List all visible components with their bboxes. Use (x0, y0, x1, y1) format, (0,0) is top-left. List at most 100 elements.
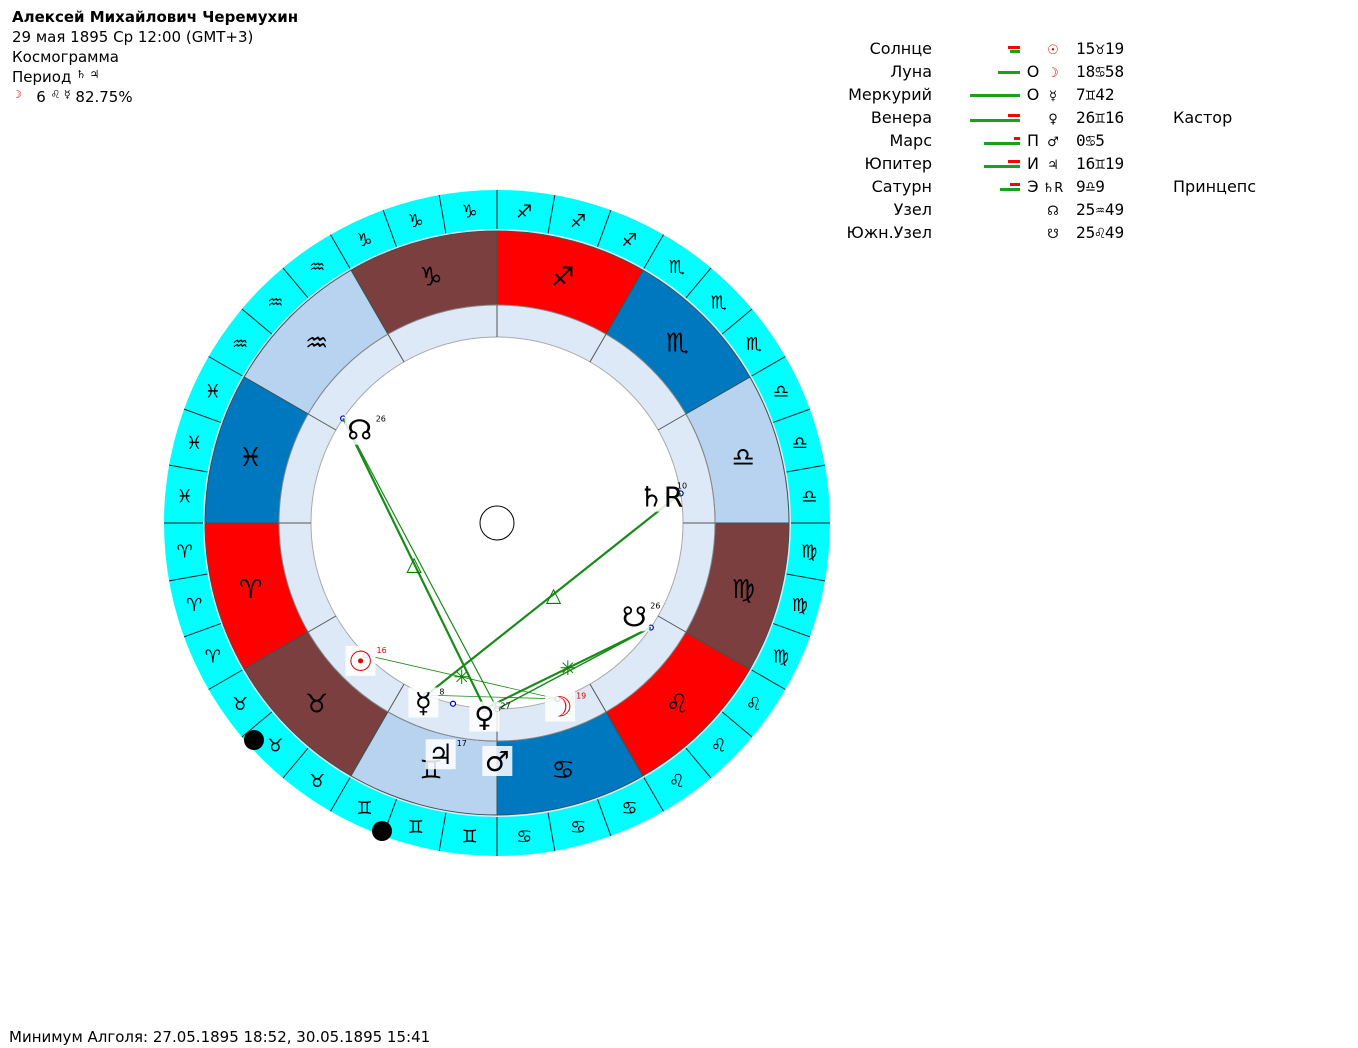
planet-position: 9♎9 (1076, 177, 1105, 196)
planet-glyph-bg (425, 739, 456, 770)
decan-divider (208, 356, 243, 377)
green-bar (998, 71, 1020, 74)
red-bar (1008, 46, 1020, 49)
planet-strength-bars (970, 85, 1020, 108)
inner-divider (657, 413, 687, 431)
planet-strength-bars (970, 108, 1020, 131)
decan-divider (786, 573, 826, 582)
sign-glyph-icon: ♉ (305, 689, 328, 719)
decan-divider (597, 209, 612, 247)
planet-symbol-icon: ♃ (1047, 158, 1059, 173)
inner-divider (657, 615, 687, 633)
decan-divider (547, 812, 556, 852)
algol-dot (244, 730, 264, 750)
decan-glyph-icon: ♓ (186, 433, 202, 454)
red-bar (1014, 137, 1020, 140)
decan-divider (751, 356, 786, 377)
sign-glyph-icon: ♎ (732, 443, 755, 473)
decan-glyph-icon: ♑ (462, 202, 478, 223)
decan-glyph-icon: ♈ (177, 541, 193, 562)
planet-row: Южн.Узел ☋ 25♌49 (830, 223, 1300, 246)
fixed-star-name: Принцепс (1173, 177, 1257, 196)
decan-divider (241, 308, 273, 335)
moon-percent: 82.75% (75, 88, 133, 106)
planet-position: 25♒49 (1076, 200, 1125, 219)
decan-glyph-icon: ♎ (773, 382, 789, 403)
planet-table: Солнце ☉ 15♉19 Луна O ☽ 18♋58 Меркурий O ☿ 7♊42 Вен… (830, 39, 1300, 246)
inner-divider (307, 615, 337, 633)
planet-row: Узел ☊ 25♒49 (830, 200, 1300, 223)
planet-name: Юпитер (864, 154, 932, 173)
center-circle (479, 505, 515, 541)
planet-degree-label: 26 (650, 601, 660, 610)
decan-divider (643, 234, 664, 269)
planet-degree-label: 26 (376, 415, 386, 424)
decan-divider (282, 267, 309, 299)
aspect-line (426, 694, 558, 700)
decan-divider (183, 408, 221, 423)
planet-name: Южн.Узел (846, 223, 932, 242)
planet-glyph-bg (545, 691, 576, 722)
planet-row: Солнце ☉ 15♉19 (830, 39, 1300, 62)
planet-name: Узел (893, 200, 932, 219)
aspect-line (496, 626, 652, 710)
planet-name: Луна (890, 62, 932, 81)
decan-glyph-icon: ♈ (205, 646, 221, 667)
decan-divider (330, 777, 351, 812)
decan-divider (282, 747, 309, 779)
algol-dot (372, 821, 392, 841)
planet-glyph-bg (469, 701, 500, 732)
decan-glyph-icon: ♒ (232, 334, 248, 355)
decan-glyph-icon: ♍ (792, 595, 808, 616)
planet-row: Меркурий O ☿ 7♊42 (830, 85, 1300, 108)
period-glyphs-icon: ♄ ♃ (76, 68, 100, 81)
planet-position: 25♌49 (1076, 223, 1125, 242)
planet-position: 0♋5 (1076, 131, 1105, 150)
decan-glyph-icon: ♉ (232, 694, 248, 715)
planet-glyph-bg (345, 645, 376, 676)
decan-glyph-icon: ♌ (669, 771, 685, 792)
planet-position: 7♊42 (1076, 85, 1115, 104)
decan-glyph-icon: ♎ (801, 487, 817, 508)
decan-glyph-icon: ♉ (309, 771, 325, 792)
inner-divider (387, 333, 405, 363)
planet-glyph-icon: ☉ (348, 645, 373, 678)
decan-glyph-icon: ♎ (792, 433, 808, 454)
sign-glyph-icon: ♒ (305, 329, 328, 359)
decan-glyph-icon: ♋ (516, 826, 532, 847)
decan-glyph-icon: ♍ (801, 541, 817, 562)
planet-row: Луна O ☽ 18♋58 (830, 62, 1300, 85)
red-bar (1010, 183, 1020, 186)
decan-glyph-icon: ♊ (462, 826, 478, 847)
sign-glyph-icon: ♍ (732, 575, 755, 605)
planet-name: Марс (889, 131, 932, 150)
green-bar (984, 165, 1020, 168)
planet-glyph-icon: ☽ (548, 690, 573, 723)
planet-state-letter: И (1027, 154, 1039, 173)
planet-row: Сатурн Э ♄R 9♎9 Принцепс (830, 177, 1300, 200)
decan-divider (685, 747, 712, 779)
decan-glyph-icon: ♏ (669, 257, 685, 278)
planet-strength-bars (970, 131, 1020, 154)
decan-divider (382, 209, 397, 247)
decan-glyph-icon: ♍ (773, 646, 789, 667)
decan-glyph-icon: ♐ (570, 211, 586, 232)
planet-row: Марс П ♂ 0♋5 (830, 131, 1300, 154)
planet-symbol-icon: ☉ (1047, 43, 1059, 58)
planet-glyph-bg (408, 687, 439, 718)
decan-divider (183, 623, 221, 638)
decan-glyph-icon: ♐ (621, 230, 637, 251)
aspect-glyph-icon: ✳ (559, 656, 576, 680)
planet-glyph-icon: ☿ (415, 686, 432, 719)
planet-glyph-bg (645, 481, 676, 512)
inner-divider (307, 413, 337, 431)
birth-datetime: 29 мая 1895 Ср 12:00 (GMT+3) (12, 28, 254, 46)
sign-glyph-icon: ♏ (666, 329, 689, 359)
decan-glyph-icon: ♋ (570, 817, 586, 838)
decan-divider (643, 777, 664, 812)
decan-glyph-icon: ♊ (356, 798, 372, 819)
decan-divider (438, 812, 447, 852)
decan-glyph-icon: ♓ (177, 487, 193, 508)
decan-divider (438, 194, 447, 234)
decan-divider (786, 464, 826, 473)
